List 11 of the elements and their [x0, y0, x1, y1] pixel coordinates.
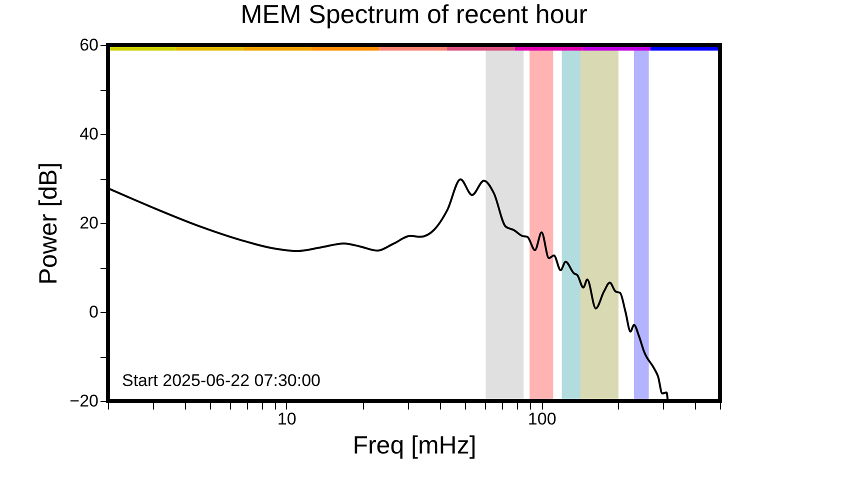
y-tick-label: 0	[89, 302, 98, 322]
x-tick-label: 10	[277, 410, 296, 428]
x-axis-title: Freq [mHz]	[352, 432, 476, 460]
chart-title: MEM Spectrum of recent hour	[240, 0, 588, 29]
x-tick-label: 100	[528, 410, 556, 428]
y-axis-title: Power [dB]	[34, 162, 63, 285]
y-tick-label: 20	[80, 214, 98, 232]
y-tick-label: 40	[80, 124, 98, 144]
y-tick-label: 60	[80, 36, 98, 54]
y-tick-label: −20	[70, 392, 98, 410]
annotation: Start 2025-06-22 07:30:00	[122, 371, 320, 390]
